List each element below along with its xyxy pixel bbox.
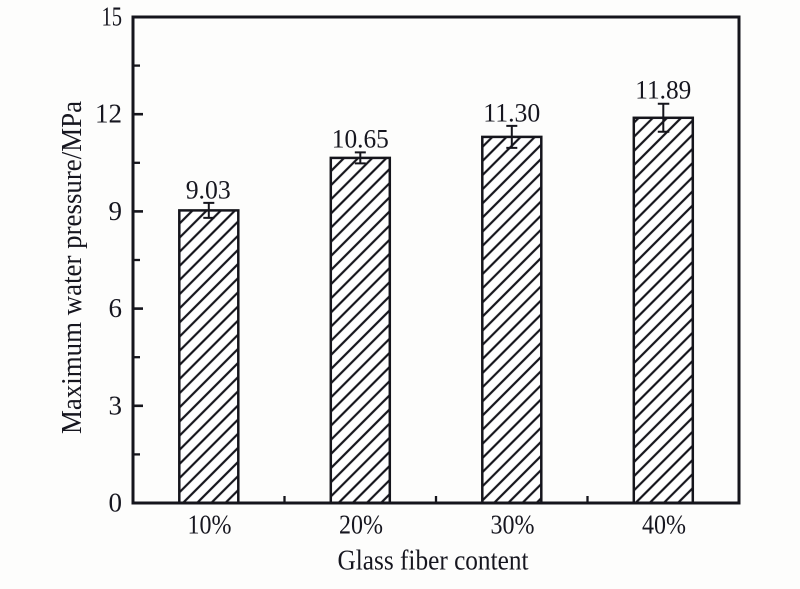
svg-text:11.30: 11.30 (483, 98, 540, 128)
svg-text:11.89: 11.89 (635, 74, 691, 104)
svg-text:Glass fiber content: Glass fiber content (338, 544, 529, 576)
svg-text:30%: 30% (491, 510, 535, 540)
svg-text:9: 9 (109, 196, 123, 226)
svg-text:40%: 40% (642, 510, 686, 540)
svg-text:0: 0 (109, 488, 123, 518)
svg-text:3: 3 (109, 390, 123, 420)
svg-text:10.65: 10.65 (332, 124, 389, 154)
svg-text:6: 6 (109, 293, 123, 323)
svg-text:Maximum water pressure/MPa: Maximum water pressure/MPa (56, 101, 88, 434)
svg-text:15: 15 (102, 2, 123, 32)
svg-text:12: 12 (95, 99, 122, 129)
svg-text:10%: 10% (188, 510, 232, 540)
svg-text:20%: 20% (339, 510, 383, 540)
svg-text:9.03: 9.03 (186, 175, 231, 205)
